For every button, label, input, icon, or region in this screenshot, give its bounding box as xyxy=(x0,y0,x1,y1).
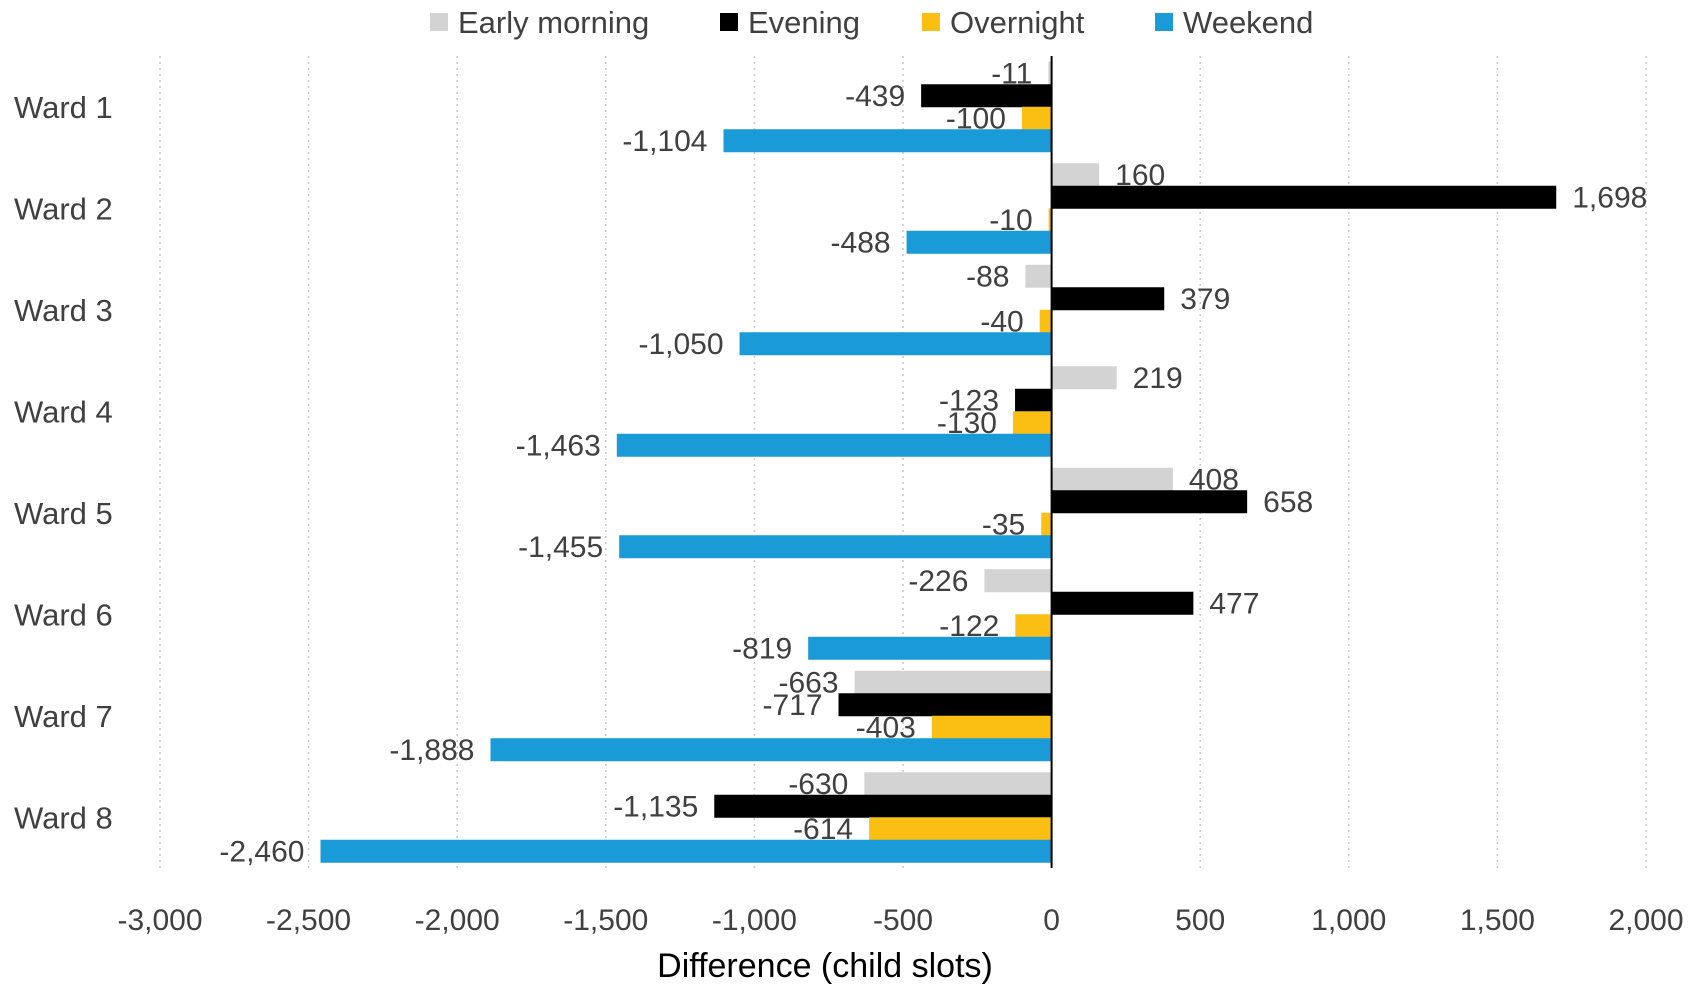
data-label: -226 xyxy=(908,565,968,598)
category-labels: Ward 1 Ward 2 Ward 3 Ward 4 Ward 5 Ward 6 Ward… xyxy=(14,90,113,836)
bar-early-morning-ward-1 xyxy=(1048,61,1052,85)
x-axis-title: Difference (child slots) xyxy=(657,947,993,985)
data-label: -1,888 xyxy=(389,734,474,767)
bar-overnight-ward-4 xyxy=(1012,411,1052,435)
data-label: -614 xyxy=(793,813,853,846)
data-label: -1,050 xyxy=(638,328,723,361)
data-label: 219 xyxy=(1133,362,1183,395)
x-tick-label: 2,000 xyxy=(1608,904,1683,937)
bar-evening-ward-3 xyxy=(1051,287,1165,311)
bar-overnight-ward-5 xyxy=(1041,512,1052,536)
data-label: -11 xyxy=(991,57,1032,90)
x-tick-label: 0 xyxy=(1043,904,1060,937)
bars xyxy=(320,61,1557,863)
legend: Early morning Evening Overnight Weekend xyxy=(430,5,1313,40)
legend-label: Early morning xyxy=(458,5,649,40)
data-label: -630 xyxy=(788,768,848,801)
category-label: Ward 2 xyxy=(14,191,113,226)
category-label: Ward 6 xyxy=(14,597,113,632)
legend-swatch xyxy=(430,13,448,31)
bar-overnight-ward-2 xyxy=(1048,208,1052,232)
bar-weekend-ward-7 xyxy=(490,738,1052,762)
data-label: -123 xyxy=(939,384,999,417)
data-label: -130 xyxy=(937,407,997,440)
bar-evening-ward-7 xyxy=(838,693,1052,717)
bar-early-morning-ward-6 xyxy=(984,569,1052,593)
x-tick-label: -2,500 xyxy=(266,904,351,937)
data-labels: -11 -439 -100 -1,104 160 1,698 -10 -488 -88 379 -4… xyxy=(219,57,1647,868)
bar-weekend-ward-4 xyxy=(616,433,1052,457)
legend-label: Overnight xyxy=(950,5,1085,40)
data-label: 658 xyxy=(1263,486,1313,519)
category-label: Ward 1 xyxy=(14,90,113,125)
data-label: -1,455 xyxy=(518,531,603,564)
data-label: 1,698 xyxy=(1572,181,1647,214)
x-tick-label: 500 xyxy=(1175,904,1225,937)
data-label: -403 xyxy=(856,711,916,744)
bar-evening-ward-1 xyxy=(921,84,1052,108)
category-label: Ward 7 xyxy=(14,699,113,734)
data-label: -819 xyxy=(732,632,792,665)
bar-weekend-ward-5 xyxy=(619,535,1052,559)
bar-overnight-ward-1 xyxy=(1021,106,1052,130)
x-tick-label: 1,500 xyxy=(1460,904,1535,937)
bar-overnight-ward-6 xyxy=(1015,614,1052,638)
bar-overnight-ward-8 xyxy=(869,817,1052,841)
bar-weekend-ward-3 xyxy=(739,332,1052,356)
legend-swatch xyxy=(922,13,940,31)
data-label: -122 xyxy=(939,610,999,643)
data-label: -35 xyxy=(982,508,1025,541)
bar-early-morning-ward-8 xyxy=(864,772,1052,796)
category-label: Ward 3 xyxy=(14,293,113,328)
legend-swatch xyxy=(720,13,738,31)
category-label: Ward 5 xyxy=(14,496,113,531)
bar-weekend-ward-6 xyxy=(808,636,1052,660)
data-label: -88 xyxy=(966,260,1009,293)
data-label: -439 xyxy=(845,80,905,113)
bar-early-morning-ward-4 xyxy=(1051,366,1117,390)
bar-weekend-ward-1 xyxy=(723,129,1052,153)
data-label: -663 xyxy=(779,666,839,699)
data-label: -1,135 xyxy=(613,790,698,823)
bar-weekend-ward-2 xyxy=(906,230,1052,254)
bar-evening-ward-5 xyxy=(1051,490,1248,514)
x-tick-label: 1,000 xyxy=(1311,904,1386,937)
x-tick-label: -1,000 xyxy=(712,904,797,937)
bar-overnight-ward-7 xyxy=(931,715,1052,739)
data-label: 160 xyxy=(1115,159,1165,192)
legend-label: Evening xyxy=(748,5,860,40)
legend-label: Weekend xyxy=(1183,5,1313,40)
category-label: Ward 8 xyxy=(14,800,113,835)
bar-evening-ward-2 xyxy=(1051,185,1557,209)
data-label: -40 xyxy=(980,305,1023,338)
data-label: -488 xyxy=(831,226,891,259)
category-label: Ward 4 xyxy=(14,394,113,429)
x-tick-label: -1,500 xyxy=(563,904,648,937)
data-label: -1,463 xyxy=(516,429,601,462)
data-label: -10 xyxy=(989,204,1032,237)
data-label: 477 xyxy=(1209,587,1259,620)
data-label: -2,460 xyxy=(219,835,304,868)
bar-overnight-ward-3 xyxy=(1039,309,1052,333)
data-label: -717 xyxy=(762,689,822,722)
bar-early-morning-ward-5 xyxy=(1051,467,1173,491)
data-label: -100 xyxy=(946,102,1006,135)
legend-swatch xyxy=(1155,13,1173,31)
data-label: -1,104 xyxy=(622,125,707,158)
bar-evening-ward-8 xyxy=(714,794,1052,818)
bar-weekend-ward-8 xyxy=(320,839,1052,863)
bar-early-morning-ward-2 xyxy=(1051,163,1100,187)
data-label: 379 xyxy=(1180,283,1230,316)
x-tick-label: -3,000 xyxy=(117,904,202,937)
bar-evening-ward-4 xyxy=(1015,388,1052,412)
bar-early-morning-ward-3 xyxy=(1025,264,1052,288)
x-tick-label: -500 xyxy=(873,904,933,937)
x-tick-labels: -3,000 -2,500 -2,000 -1,500 -1,000 -500 0 500 1,… xyxy=(117,904,1683,937)
bar-early-morning-ward-7 xyxy=(854,670,1052,694)
data-label: 408 xyxy=(1189,463,1239,496)
bar-evening-ward-6 xyxy=(1051,591,1194,615)
x-tick-label: -2,000 xyxy=(415,904,500,937)
